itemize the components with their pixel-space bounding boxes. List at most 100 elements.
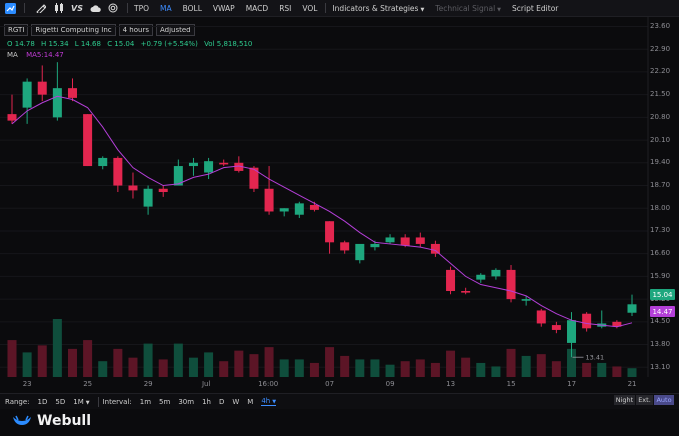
volume-bar [551,361,561,377]
volume-bar [279,359,289,377]
date-tick-label: 25 [83,380,93,388]
toolbar-tpo[interactable]: TPO [134,3,150,13]
candle [567,312,577,358]
candle-body [355,243,365,261]
price-tick-label: 22.90 [650,44,671,53]
candle-body [476,274,486,280]
cloud-icon[interactable] [87,0,103,16]
target-icon[interactable] [105,0,121,16]
symbol-tag[interactable]: RGTI [4,24,29,36]
price-tick-label: 13.10 [650,362,671,371]
interval-label: Interval: [102,397,132,406]
interval-5m[interactable]: 5m [159,397,171,406]
candle-body [582,313,592,329]
candle-body [264,188,274,212]
volume-bar [612,366,622,377]
volume-bars [7,319,637,377]
draw-icon[interactable] [33,0,49,16]
indicators-strategies-dropdown[interactable]: Indicators & Strategies ▼ [332,3,425,13]
volume-bar [294,359,304,377]
caret-down-icon: ▼ [497,6,502,13]
candle-body [551,325,561,330]
chart-type-icon[interactable] [2,0,18,16]
candle [627,294,637,316]
timeframe-tag[interactable]: 4 hours [118,24,153,36]
candle-body [400,237,410,246]
candle [582,312,592,332]
price-tick-label: 19.40 [650,158,671,167]
candle-body [430,243,440,254]
range-1d[interactable]: 1D [37,397,48,406]
candle [461,287,471,295]
adjustment-tag[interactable]: Adjusted [155,24,195,36]
volume-bar [67,348,77,377]
volume-bar [249,354,259,377]
top-toolbar: VS TPO MA BOLL VWAP MACD RSI VOL Indicat… [0,0,679,17]
interval-1h[interactable]: 1h [202,397,211,406]
candle [83,114,93,167]
date-tick-label: 16:00 [258,380,279,388]
toolbar-rsi[interactable]: RSI [279,3,292,13]
ma-price-badge: 14.47 [650,306,675,317]
toolbar-divider [127,3,128,13]
volume-bar [128,357,138,377]
candle-body [188,162,198,167]
open-value: O 14.78 [7,40,35,48]
script-editor-button[interactable]: Script Editor [512,3,559,13]
caret-down-icon: ▼ [85,399,90,406]
interval-4h[interactable]: 4h ▼ [261,397,277,406]
date-tick-label: 29 [143,380,153,388]
ma-legend-value: MA5:14.47 [26,51,64,59]
interval-w[interactable]: W [232,397,240,406]
candle-body [506,269,516,300]
toolbar-divider [24,3,25,13]
candlestick-chart[interactable]: 13.41 [0,0,679,392]
candle-body [52,88,62,118]
candle-body [37,81,47,95]
candle-body [279,208,289,212]
volume-bar [309,362,319,377]
candle [279,208,289,217]
volume-bar [355,359,365,377]
volume-bar [370,359,380,377]
volume-bar [400,361,410,377]
candle-body [385,237,395,243]
vs-compare-icon[interactable]: VS [71,3,83,13]
toolbar-macd[interactable]: MACD [245,3,269,13]
volume-bar [446,350,456,377]
candle-body [143,188,153,207]
range-1m[interactable]: 1M ▼ [73,397,90,406]
candle-body [294,203,304,215]
interval-d[interactable]: D [218,397,225,406]
toolbar-vwap[interactable]: VWAP [212,3,235,13]
candle [521,295,531,306]
session-ext[interactable]: Ext. [636,395,653,405]
candle [98,156,108,170]
close-value: C 15.04 [107,40,135,48]
last-price-badge: 15.04 [650,289,675,300]
technical-signal-dropdown[interactable]: Technical Signal ▼ [435,3,502,13]
interval-m[interactable]: M [247,397,254,406]
candle-body [612,321,622,327]
price-tick-label: 16.60 [650,249,671,258]
candlestick-icon[interactable] [51,0,67,16]
toolbar-boll[interactable]: BOLL [182,3,202,13]
session-auto[interactable]: Auto [654,395,674,405]
ma-legend-label[interactable]: MA [7,51,18,59]
toolbar-vol[interactable]: VOL [302,3,318,13]
candle [325,221,335,254]
volume-bar [7,340,17,377]
interval-30m[interactable]: 30m [178,397,195,406]
interval-1m[interactable]: 1m [139,397,152,406]
candle-body [173,166,183,186]
volume-bar [188,357,198,377]
volume-bar [491,366,501,377]
date-tick-label: 09 [385,380,395,388]
range-5d[interactable]: 5D [55,397,66,406]
toolbar-ma[interactable]: MA [160,3,172,13]
session-night[interactable]: Night [614,395,635,405]
candle [219,159,229,167]
candle [113,156,123,193]
candle-body [234,162,244,171]
ohlc-readout: O 14.78 H 15.34 L 14.68 C 15.04 +0.79 (+… [7,40,256,48]
